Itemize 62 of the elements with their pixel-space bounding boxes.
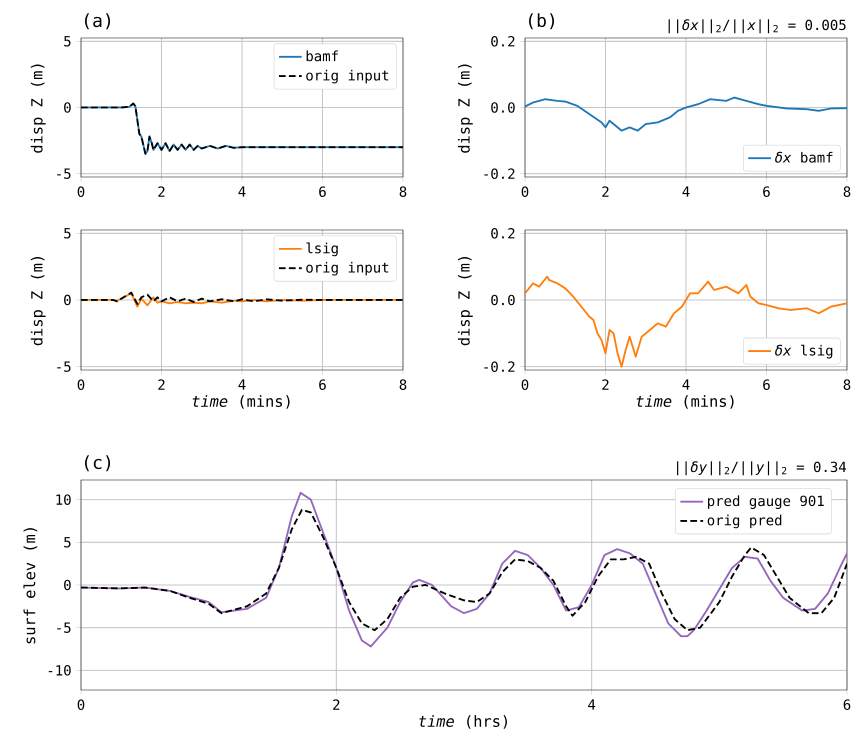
x-tick-label: 2: [158, 379, 165, 390]
x-axis-title: time (mins): [192, 395, 290, 409]
x-tick-label: 6: [319, 186, 326, 197]
y-axis-title: disp Z (m): [458, 257, 473, 346]
y-tick-label: 0.2: [491, 36, 514, 47]
y-tick-label: -10: [48, 665, 71, 676]
x-tick-label: 6: [763, 379, 770, 390]
x-tick-label: 0: [522, 379, 528, 390]
legend-label: δx lsig: [775, 344, 832, 358]
x-tick-label: 4: [682, 379, 690, 390]
y-tick-label: 5: [64, 228, 70, 239]
y-tick-label: 0: [64, 294, 71, 306]
legend-label: δx bamf: [775, 152, 832, 163]
chart-title: (c): [85, 455, 110, 472]
y-axis-title: surf elev (m): [23, 528, 38, 644]
y-axis-title: disp Z (m): [458, 64, 473, 153]
legend-label: orig pred: [708, 514, 782, 528]
y-axis-title: disp Z (m): [30, 257, 46, 346]
y-tick-label: -5: [57, 622, 70, 633]
x-tick-label: 0: [522, 186, 528, 197]
y-tick-label: 0.0: [491, 102, 515, 113]
y-axis-title: disp Z (m): [30, 64, 46, 153]
x-tick-label: 6: [763, 186, 770, 197]
text: ||δy||$_{2}$/||y||$_{2}$ = 0.34: [677, 461, 846, 476]
y-tick-label: 0.0: [491, 294, 515, 306]
x-tick-label: 2: [602, 186, 609, 197]
x-tick-label: 4: [588, 699, 596, 710]
x-tick-label: 4: [682, 186, 690, 197]
x-tick-label: 8: [400, 379, 406, 390]
y-tick-label: 5: [64, 537, 70, 548]
x-tick-label: 8: [844, 186, 850, 197]
x-tick-label: 8: [400, 186, 406, 197]
x-tick-label: 2: [333, 699, 340, 710]
x-axis-title: time (mins): [636, 395, 734, 409]
x-axis-title: time (hrs): [419, 715, 507, 729]
text: ||δx||$_{2}$/||x||$_{2}$ = 0.005: [668, 19, 846, 34]
legend-label: lsig: [306, 242, 338, 256]
x-tick-label: 2: [158, 186, 165, 197]
y-tick-label: -5: [57, 168, 70, 179]
y-tick-label: -5: [57, 361, 70, 372]
x-tick-label: 4: [238, 186, 246, 197]
y-tick-label: 10: [56, 494, 71, 505]
legend-label: bamf: [306, 50, 338, 62]
x-tick-label: 0: [78, 699, 84, 710]
chart-title: (a): [85, 13, 110, 30]
legend-label: orig input: [306, 262, 388, 276]
y-tick-label: -0.2: [484, 168, 514, 179]
x-tick-label: 2: [602, 379, 609, 390]
y-tick-label: 0.2: [491, 228, 514, 239]
y-tick-label: 0: [64, 102, 71, 113]
x-tick-label: 0: [78, 186, 84, 197]
x-tick-label: 4: [238, 379, 246, 390]
y-tick-label: -0.2: [484, 361, 514, 372]
x-tick-label: 0: [78, 379, 84, 390]
legend-label: pred gauge 901: [708, 495, 824, 509]
y-tick-label: 5: [64, 36, 70, 46]
legend-label: orig input: [306, 70, 388, 84]
chart-title: (b): [529, 13, 554, 30]
x-tick-label: 6: [844, 699, 850, 710]
y-tick-label: 0: [64, 580, 71, 590]
x-tick-label: 6: [319, 379, 326, 390]
x-tick-label: 8: [844, 379, 850, 390]
